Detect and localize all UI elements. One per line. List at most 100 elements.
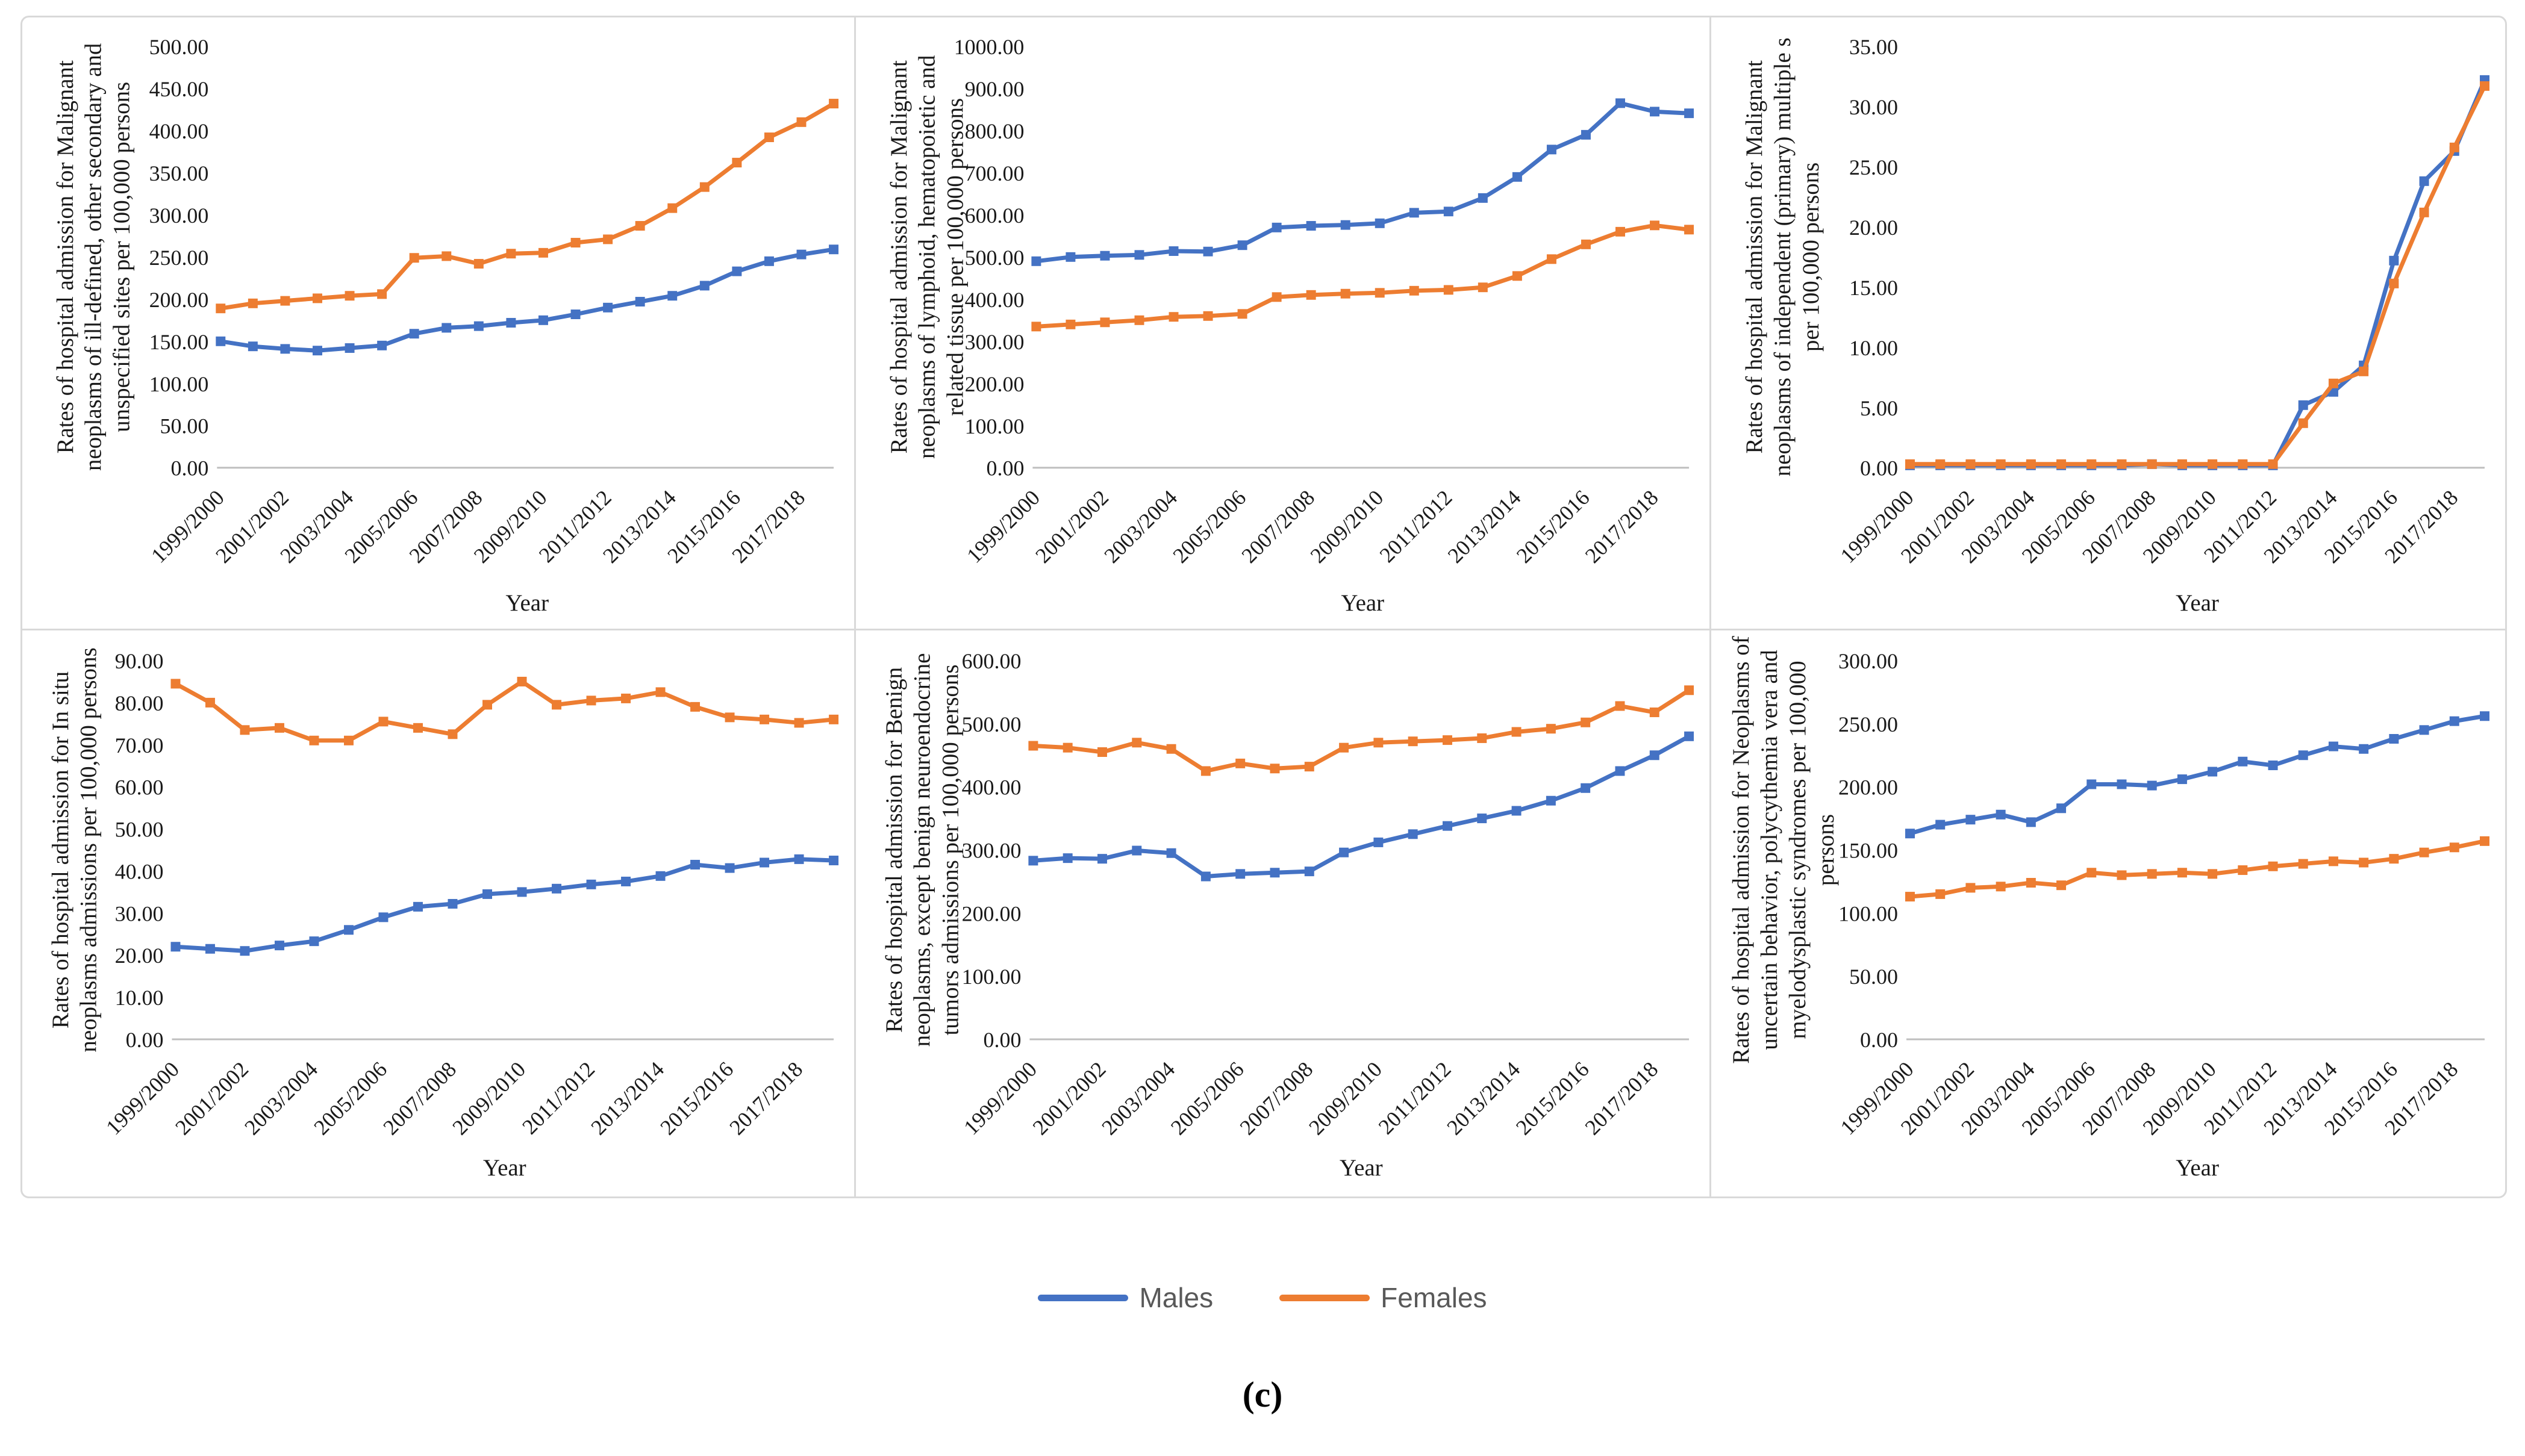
data-point-males (2268, 761, 2278, 771)
data-point-females (2238, 865, 2248, 876)
x-axis-tick-label: 2013/2014 (1443, 485, 1526, 568)
data-point-males (2359, 744, 2369, 754)
data-point-males (829, 244, 839, 255)
data-point-females (1581, 717, 1591, 727)
x-axis-tick-label: 2009/2010 (1304, 1057, 1387, 1139)
x-axis-tick-label: 2003/2004 (1099, 485, 1182, 568)
y-axis-tick-label: 500.00 (149, 35, 209, 59)
y-axis-tick-label: 30.00 (115, 901, 164, 926)
y-axis-tick-label: 500.00 (962, 712, 1022, 736)
y-axis-tick-label: 400.00 (149, 119, 209, 143)
x-axis-title: Year (505, 590, 549, 616)
data-point-females (2449, 842, 2459, 853)
data-point-males (1134, 250, 1144, 260)
data-point-females (2026, 459, 2036, 469)
data-point-males (635, 297, 645, 306)
data-point-males (313, 346, 322, 356)
data-point-males (2177, 774, 2187, 785)
data-point-males (725, 863, 735, 873)
data-point-females (1031, 322, 1041, 332)
legend: Males Females (0, 1281, 2525, 1314)
series-line-males (218, 247, 836, 353)
data-point-females (248, 298, 258, 308)
data-point-males (1066, 252, 1076, 262)
data-point-females (442, 251, 452, 261)
y-axis-tick-label: 250.00 (1838, 712, 1898, 736)
data-point-females (2480, 81, 2489, 91)
y-axis-tick-label: 500.00 (965, 246, 1025, 270)
data-point-males (506, 318, 516, 328)
data-point-females (2389, 278, 2399, 288)
y-axis-title-line: persons (1813, 814, 1839, 886)
data-point-females (1615, 701, 1625, 711)
y-axis-title-line: Rates of hospital admission for Malignan… (1741, 60, 1767, 453)
x-axis-title: Year (1341, 590, 1384, 616)
x-axis-tick-label: 2013/2014 (586, 1057, 669, 1139)
y-axis-tick-label: 350.00 (149, 161, 209, 185)
data-point-males (1203, 246, 1213, 257)
data-point-females (1649, 707, 1659, 717)
data-point-males (274, 941, 284, 951)
y-axis-tick-label: 200.00 (149, 288, 209, 312)
y-axis-tick-label: 50.00 (115, 818, 164, 842)
data-point-males (1615, 766, 1625, 776)
data-point-females (552, 700, 562, 710)
y-axis-tick-label: 15.00 (1849, 276, 1898, 300)
y-axis-title-line: uncertain behavior, polycythemia vera an… (1756, 650, 1782, 1050)
data-point-females (1066, 319, 1076, 329)
data-point-males (2449, 716, 2459, 726)
data-point-females (667, 203, 678, 213)
y-axis-tick-label: 20.00 (1849, 216, 1898, 240)
data-point-males (442, 323, 452, 333)
y-axis-tick-label: 900.00 (965, 77, 1025, 101)
data-point-males (1028, 856, 1038, 866)
data-point-males (1235, 869, 1246, 879)
y-axis-title-line: neoplasms admissions per 100,000 persons (76, 647, 102, 1052)
data-point-females (1340, 288, 1350, 299)
data-point-females (796, 117, 807, 127)
data-point-males (2056, 803, 2067, 814)
data-point-females (343, 735, 354, 745)
data-point-females (570, 238, 581, 248)
data-point-males (1996, 809, 2006, 820)
x-axis-tick-label: 2005/2006 (309, 1057, 392, 1139)
x-axis-tick-label: 2005/2006 (1168, 485, 1250, 568)
data-point-males (1684, 731, 1694, 741)
y-axis-tick-label: 10.00 (1849, 336, 1898, 360)
y-axis-tick-label: 5.00 (1860, 396, 1898, 420)
legend-item-females: Females (1279, 1281, 1487, 1314)
data-point-females (2056, 459, 2067, 469)
data-point-females (764, 132, 774, 143)
data-point-males (586, 879, 596, 889)
y-axis-tick-label: 0.00 (984, 1028, 1022, 1052)
x-axis-tick-label: 2009/2010 (448, 1057, 530, 1139)
data-point-females (1443, 285, 1453, 295)
y-axis-tick-label: 400.00 (965, 288, 1025, 312)
data-point-females (448, 729, 458, 739)
panel-top-left: 0.00 50.00 100.00 150.00 200.00 250.00 300.00 3… (22, 17, 856, 630)
panel-bottom-left: 0.00 10.00 20.00 30.00 40.00 50.00 60.00 70.00 8… (22, 630, 856, 1196)
data-point-males (1581, 783, 1591, 793)
y-axis-tick-label: 300.00 (965, 330, 1025, 354)
x-axis-tick-label: 1999/2000 (101, 1057, 184, 1139)
y-axis-tick-label: 50.00 (1849, 965, 1898, 989)
chart-uncertain-behavior: 0.0050.00100.00150.00200.00250.00300.001… (1728, 636, 2489, 1181)
x-axis-title: Year (2176, 1155, 2219, 1181)
data-point-males (2328, 741, 2338, 751)
data-point-males (603, 302, 613, 313)
data-point-females (2389, 854, 2399, 864)
data-point-males (1581, 129, 1591, 140)
data-point-males (2298, 400, 2308, 410)
data-point-females (482, 700, 492, 710)
data-point-males (1031, 256, 1041, 266)
y-axis-tick-label: 200.00 (962, 901, 1022, 926)
data-point-females (1650, 220, 1660, 231)
data-point-females (603, 234, 613, 244)
data-point-females (1169, 312, 1179, 322)
data-point-females (538, 247, 548, 258)
y-axis-tick-label: 90.00 (115, 649, 164, 673)
data-point-females (725, 712, 735, 723)
panel-top-middle: 0.00 100.00 200.00 300.00 400.00 500.00 600.00… (856, 17, 1711, 630)
data-point-males (570, 310, 581, 319)
